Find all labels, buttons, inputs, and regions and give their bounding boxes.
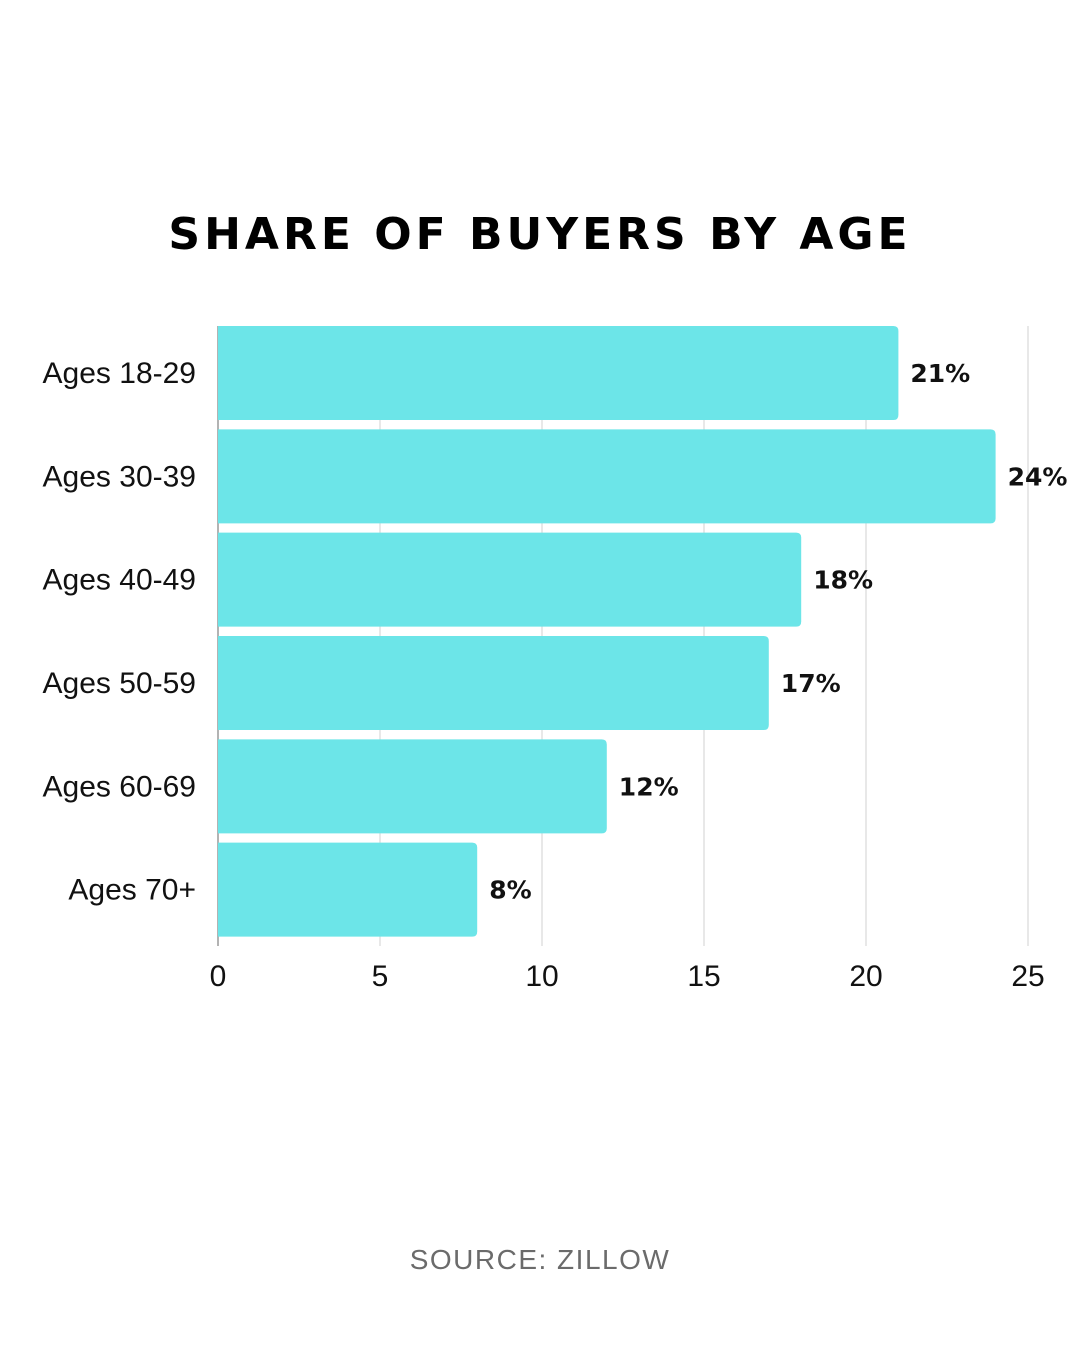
bar-ages-70- [218, 842, 478, 937]
x-tick-label: 15 [687, 960, 720, 993]
chart-title: SHARE OF BUYERS BY AGE [168, 209, 912, 260]
x-tick-label: 25 [1011, 960, 1044, 993]
category-label: Ages 40-49 [43, 564, 196, 597]
bar-ages-40-49 [218, 532, 802, 627]
bar-ages-18-29 [218, 326, 899, 420]
category-labels: Ages 18-29 Ages 30-39 Ages 40-49 Ages 50-59… [43, 357, 196, 907]
category-label: Ages 30-39 [43, 460, 196, 493]
source-note: SOURCE: ZILLOW [409, 1244, 671, 1275]
bar-ages-30-39 [218, 429, 996, 524]
data-label: 8% [489, 876, 531, 905]
x-tick-label: 5 [372, 960, 389, 993]
bars [218, 326, 996, 937]
x-tick-label: 0 [210, 960, 227, 993]
data-label: 17% [781, 669, 841, 698]
category-label: Ages 60-69 [43, 770, 196, 803]
data-label: 18% [813, 566, 873, 595]
data-label: 24% [1008, 462, 1068, 491]
category-label: Ages 50-59 [43, 667, 196, 700]
data-label: 21% [910, 359, 970, 388]
category-label: Ages 18-29 [43, 357, 196, 390]
data-labels: 21% 24% 18% 17% 12% 8% [489, 359, 1067, 905]
x-tick-label: 20 [849, 960, 882, 993]
bar-ages-60-69 [218, 739, 607, 834]
x-axis-ticks: 0 5 10 15 20 25 [210, 960, 1045, 993]
bar-ages-50-59 [218, 636, 769, 730]
category-label: Ages 70+ [68, 874, 196, 907]
x-tick-label: 10 [525, 960, 558, 993]
data-label: 12% [619, 772, 679, 801]
